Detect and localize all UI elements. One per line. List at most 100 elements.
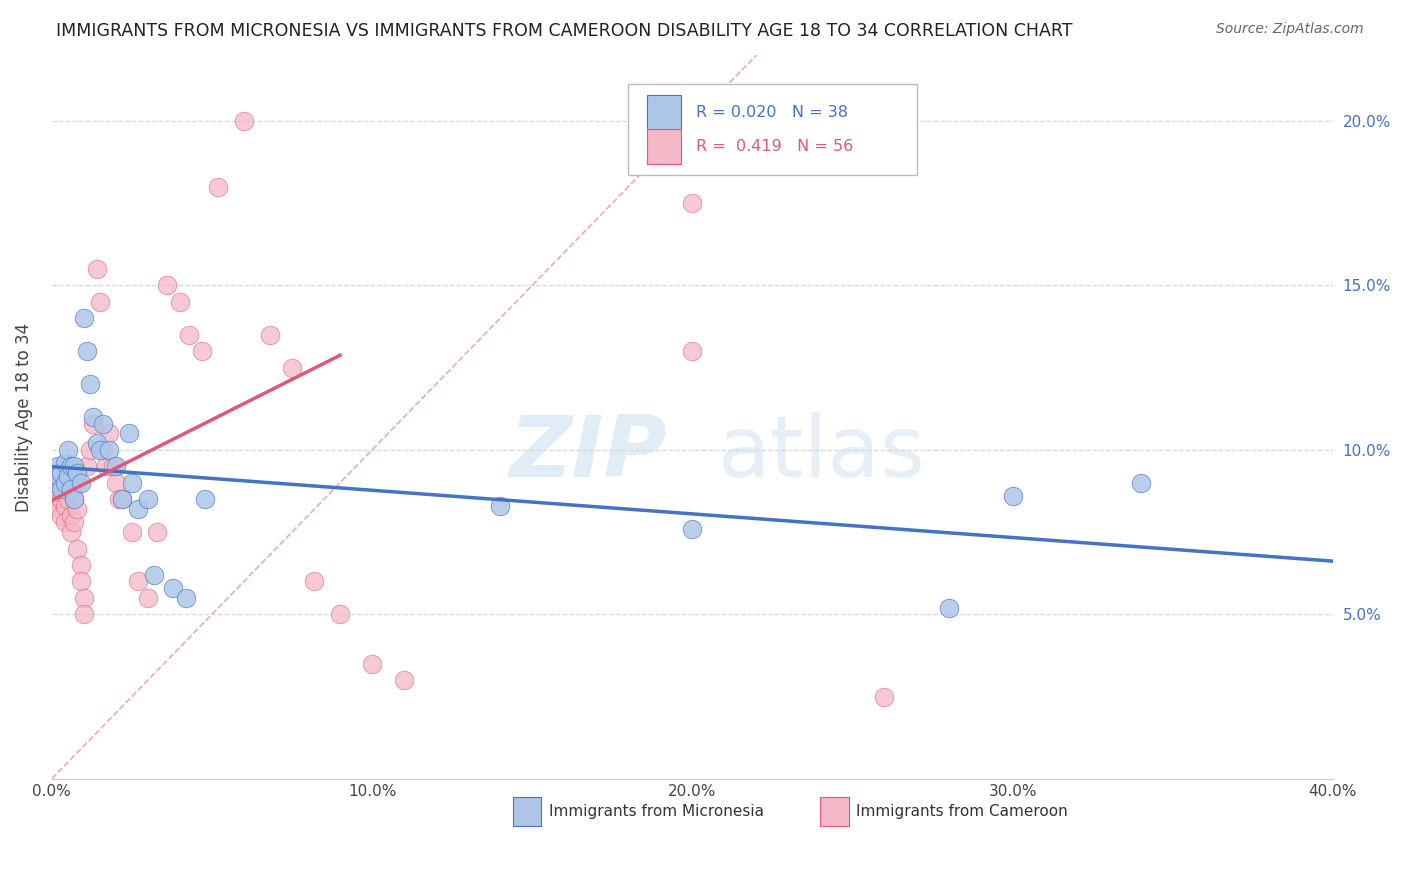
Point [63, 459, 86, 474]
Point [56, 442, 79, 457]
Point [53, 456, 76, 470]
Point [51, 508, 73, 523]
Point [121, 525, 143, 540]
Point [69, 475, 91, 490]
Point [59, 459, 82, 474]
Point [191, 344, 214, 359]
Text: Immigrants from Micronesia: Immigrants from Micronesia [548, 804, 763, 819]
Point [329, 607, 352, 622]
Point [44, 475, 66, 490]
Point [73, 607, 96, 622]
Point [938, 600, 960, 615]
Text: ZIP: ZIP [509, 412, 666, 495]
Point [104, 459, 127, 474]
Point [98, 442, 121, 457]
Point [281, 360, 304, 375]
Point [63, 515, 86, 529]
Point [63, 492, 86, 507]
Point [873, 690, 896, 704]
Point [56, 492, 79, 507]
Point [59, 483, 82, 497]
Point [53, 475, 76, 490]
Point [121, 475, 143, 490]
Bar [648, 129, 681, 164]
Point [53, 515, 76, 529]
Point [91, 442, 114, 457]
Point [194, 492, 217, 507]
Point [96, 459, 118, 474]
Text: R =  0.419   N = 56: R = 0.419 N = 56 [696, 139, 853, 153]
Text: atlas: atlas [718, 412, 927, 495]
Point [51, 483, 73, 497]
Point [53, 499, 76, 513]
Point [56, 466, 79, 480]
Point [46, 459, 69, 474]
Point [69, 558, 91, 572]
Point [361, 657, 384, 671]
Point [46, 502, 69, 516]
Point [681, 196, 703, 211]
Point [59, 508, 82, 523]
Point [66, 502, 89, 516]
Point [73, 311, 96, 326]
Point [156, 278, 179, 293]
Point [51, 466, 73, 480]
Text: R = 0.020   N = 38: R = 0.020 N = 38 [696, 105, 848, 120]
Point [79, 377, 101, 392]
Bar [648, 95, 681, 129]
Point [259, 327, 281, 342]
Point [89, 442, 111, 457]
Y-axis label: Disability Age 18 to 34: Disability Age 18 to 34 [15, 322, 32, 511]
Point [66, 541, 89, 556]
Point [169, 294, 191, 309]
Point [111, 492, 134, 507]
Point [304, 574, 326, 589]
Bar [513, 797, 541, 826]
Point [174, 591, 197, 605]
Point [82, 409, 104, 424]
Point [98, 426, 121, 441]
Point [76, 459, 98, 474]
Point [76, 344, 98, 359]
Point [1001, 489, 1024, 503]
Point [46, 483, 69, 497]
Point [91, 417, 114, 431]
Bar [821, 797, 849, 826]
Point [56, 469, 79, 483]
Point [44, 475, 66, 490]
Text: Source: ZipAtlas.com: Source: ZipAtlas.com [1216, 22, 1364, 37]
Point [179, 327, 201, 342]
Point [681, 344, 703, 359]
Text: IMMIGRANTS FROM MICRONESIA VS IMMIGRANTS FROM CAMEROON DISABILITY AGE 18 TO 34 C: IMMIGRANTS FROM MICRONESIA VS IMMIGRANTS… [56, 22, 1073, 40]
Point [51, 492, 73, 507]
Point [111, 492, 134, 507]
Point [79, 442, 101, 457]
Point [63, 492, 86, 507]
Point [136, 591, 159, 605]
Point [82, 417, 104, 431]
Point [489, 499, 512, 513]
Point [146, 525, 169, 540]
Point [101, 459, 124, 474]
Point [59, 525, 82, 540]
Point [66, 466, 89, 480]
Point [46, 469, 69, 483]
Point [86, 262, 108, 277]
Point [69, 574, 91, 589]
Point [1129, 475, 1152, 490]
Point [232, 114, 254, 128]
Point [51, 475, 73, 490]
Point [73, 591, 96, 605]
Point [108, 492, 131, 507]
Point [104, 475, 127, 490]
Point [143, 567, 166, 582]
Point [44, 492, 66, 507]
Point [681, 522, 703, 536]
Point [86, 436, 108, 450]
Point [59, 483, 82, 497]
Point [53, 483, 76, 497]
Point [56, 475, 79, 490]
Point [392, 673, 415, 687]
Point [162, 581, 184, 595]
Point [127, 574, 149, 589]
